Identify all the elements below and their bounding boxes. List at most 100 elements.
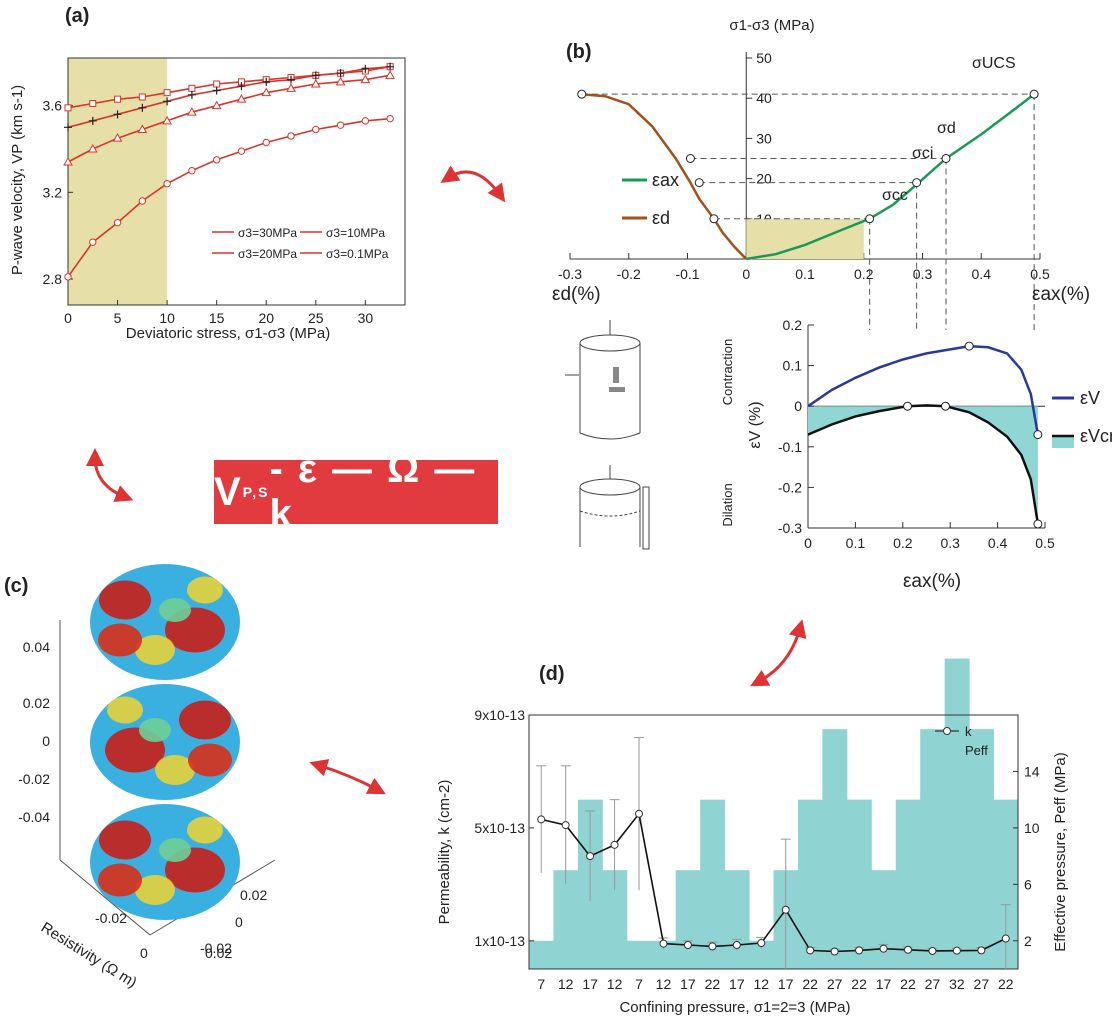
- c-slice-blob: [98, 623, 142, 657]
- b-upper-xtick-label: 0.5: [1030, 266, 1050, 282]
- a-point: [163, 89, 171, 97]
- panel-a-label: (a): [65, 5, 89, 27]
- d-k-point: [659, 939, 668, 948]
- d-k-point: [683, 941, 692, 950]
- a-point: [212, 86, 221, 95]
- d-xtick-label: 22: [998, 976, 1014, 992]
- d-ylabel: Permeability, k (cm-2): [436, 780, 453, 925]
- b-stress-label: σUCS: [972, 55, 1016, 72]
- c-ztick-label: -0.04: [18, 809, 50, 825]
- d-legend-swatch: [935, 744, 959, 756]
- d-k-point: [635, 809, 644, 818]
- d-xtick-label: 17: [778, 976, 794, 992]
- d-xtick-label: 17: [876, 976, 892, 992]
- b-upper-xtick-label: 0.4: [972, 266, 992, 282]
- d-xtick-label: 17: [582, 976, 598, 992]
- d-y2label: Effective pressure, Peff (MPa): [1052, 752, 1069, 952]
- d-ytick-label: 1x10-13: [474, 933, 525, 949]
- c-slice-blob: [159, 838, 191, 862]
- a-legend-label: σ3=0.1MPa: [326, 247, 389, 261]
- b-lower-xtick-label: 0.4: [988, 535, 1008, 551]
- a-point: [311, 71, 320, 80]
- b-lower-ytick-label: 0.2: [783, 317, 803, 333]
- c-slice-blob: [99, 580, 151, 620]
- b-upper-marked-point: [577, 89, 587, 99]
- chart-a: (a) 0 5 10 15 20 25 30 2.8 3.2 3.6 σ3=30MPa σ3=20MP…: [9, 5, 406, 342]
- a-point: [138, 103, 147, 112]
- b-upper-marked-point: [709, 214, 719, 224]
- strain-gage-sketch: [565, 320, 650, 550]
- a-plot-frame: [67, 57, 406, 306]
- a-point: [87, 143, 98, 153]
- d-ytick-label: 5x10-13: [474, 820, 525, 836]
- c-ytick-label: 0: [235, 914, 243, 930]
- b-lower-legend-label: εVcr: [1080, 426, 1112, 446]
- d-peff-bar: [724, 870, 750, 969]
- a-point: [137, 124, 148, 133]
- c-xtick-label: -0.02: [95, 910, 127, 926]
- b-lower-xtick-label: 0.1: [846, 535, 866, 551]
- d-xtick-label: 7: [635, 976, 643, 992]
- a-point: [63, 156, 73, 166]
- b-upper-marked-point: [694, 178, 704, 188]
- d-k-point: [561, 821, 570, 830]
- d-k-point: [855, 946, 864, 955]
- chart-b: (b) σ1-σ3 (MPa) -0.3 -0.2 -0.1 0 0.1 0.2 0.3 0.…: [552, 17, 1112, 592]
- d-ytick-label: 9x10-13: [474, 707, 525, 723]
- d-k-point: [830, 947, 839, 956]
- c-ztick-label: 0: [42, 733, 50, 749]
- a-point: [237, 147, 246, 155]
- b-lower-xtick-label: 0: [804, 535, 812, 551]
- a-ylabel: P-wave velocity, VP (km s-1): [9, 85, 26, 275]
- b-dilation-label: Dilation: [720, 483, 735, 526]
- b-legend-label: εax: [652, 170, 679, 190]
- d-k-point: [1001, 934, 1010, 943]
- d-xtick-label: 12: [607, 976, 623, 992]
- d-legend-marker: [943, 727, 951, 735]
- c-slice-blob: [107, 696, 143, 724]
- panel-b-label: (b): [566, 41, 592, 63]
- d-k-point: [757, 939, 766, 948]
- a-series-line: [67, 117, 391, 278]
- b-xlabel-right: εax(%): [1032, 284, 1090, 305]
- c-ztick-label: 0.02: [23, 695, 50, 711]
- b-upper-ytick-label: 30: [756, 130, 772, 146]
- d-k-point: [732, 941, 741, 950]
- a-point: [112, 133, 123, 142]
- d-xtick-label: 27: [974, 976, 990, 992]
- relationship-banner: V P,S - ε — Ω — k: [214, 447, 498, 536]
- d-k-point: [977, 946, 986, 955]
- c-slice-blob: [155, 755, 195, 785]
- a-point: [113, 218, 122, 227]
- d-peff-bar: [895, 799, 921, 969]
- a-series-line: [67, 65, 391, 129]
- a-point: [312, 125, 320, 134]
- a-ytick-label: 2.8: [43, 271, 63, 287]
- a-point: [262, 77, 271, 86]
- b-upper-marked-point: [865, 214, 875, 224]
- d-xlabel: Confining pressure, σ1=2=3 (MPa): [619, 999, 850, 1016]
- d-peff-bar: [529, 940, 554, 969]
- a-point: [336, 69, 345, 78]
- banner-sub: P,S: [242, 484, 270, 500]
- d-xtick-label: 17: [729, 976, 745, 992]
- a-point: [163, 97, 172, 106]
- d-peff-bar: [553, 870, 579, 969]
- b-lower-marked-point: [903, 401, 913, 411]
- d-peff-bar: [675, 870, 701, 969]
- c-slice-blob: [179, 700, 231, 740]
- a-ytick-label: 3.2: [43, 184, 63, 200]
- b-upper-xtick-label: 0.2: [854, 266, 874, 282]
- d-y2tick-label: 6: [1024, 876, 1032, 892]
- b-lower-marked-point: [1033, 430, 1043, 440]
- banner-v: V: [214, 469, 243, 514]
- b-upper-series-line: [581, 92, 748, 260]
- c-slice-blob: [187, 816, 223, 844]
- d-xtick-label: 12: [753, 976, 769, 992]
- b-upper-ytick-label: 50: [756, 50, 772, 66]
- a-point: [162, 115, 172, 125]
- a-xtick-label: 25: [308, 310, 324, 326]
- a-point: [386, 114, 394, 123]
- b-lower-fill: [808, 405, 1038, 524]
- c-slice-blob: [188, 743, 232, 777]
